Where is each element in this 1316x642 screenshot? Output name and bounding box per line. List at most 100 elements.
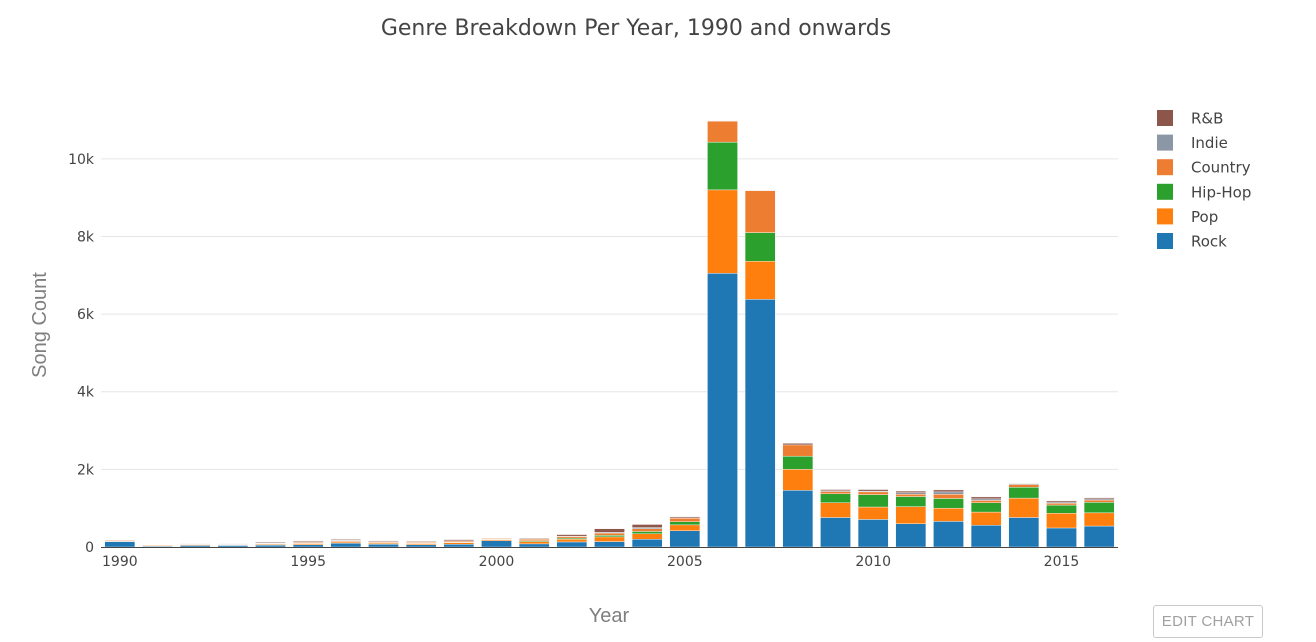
bar-segment[interactable]: [820, 491, 851, 495]
bar-segment[interactable]: [518, 537, 550, 540]
bar-segment[interactable]: [669, 521, 701, 526]
bar-segment[interactable]: [970, 525, 1002, 548]
bar-segment[interactable]: [405, 544, 437, 548]
bar-segment[interactable]: [631, 533, 663, 540]
bar-segment[interactable]: [1046, 502, 1077, 506]
bar-segment[interactable]: [895, 494, 927, 497]
bar-segment[interactable]: [518, 541, 550, 545]
bar-segment[interactable]: [707, 120, 738, 143]
legend-item[interactable]: Pop: [1157, 208, 1218, 226]
bar-segment[interactable]: [895, 506, 927, 524]
bar-segment[interactable]: [594, 528, 625, 533]
bar-segment[interactable]: [518, 543, 550, 548]
bar-segment[interactable]: [970, 511, 1002, 526]
bar-segment[interactable]: [1046, 504, 1077, 514]
bar-segment[interactable]: [707, 189, 738, 274]
bar-segment[interactable]: [255, 544, 286, 548]
legend-item[interactable]: Hip-Hop: [1157, 183, 1251, 201]
bar-segment[interactable]: [1083, 499, 1115, 503]
bar-segment[interactable]: [594, 541, 625, 548]
bar-segment[interactable]: [669, 530, 701, 548]
bar-segment[interactable]: [782, 469, 814, 491]
bar-segment[interactable]: [1083, 497, 1115, 500]
bar-segment[interactable]: [556, 539, 588, 543]
bar-segment[interactable]: [669, 518, 701, 522]
bar-segment[interactable]: [179, 545, 211, 548]
bar-segment[interactable]: [933, 507, 964, 522]
bar-segment[interactable]: [857, 489, 889, 492]
bar-segment[interactable]: [782, 490, 814, 548]
bar-segment[interactable]: [970, 498, 1002, 501]
bar-segment[interactable]: [707, 273, 738, 548]
bar-segment[interactable]: [669, 524, 701, 531]
bar-segment[interactable]: [368, 544, 399, 548]
bar-segment[interactable]: [857, 494, 889, 508]
bar-segment[interactable]: [933, 491, 964, 495]
legend-item[interactable]: Rock: [1157, 233, 1227, 251]
bar-segment[interactable]: [782, 443, 814, 446]
bar-segment[interactable]: [820, 489, 851, 491]
bar-segment[interactable]: [631, 539, 663, 548]
bar-segment[interactable]: [330, 542, 362, 548]
bar-segment[interactable]: [217, 545, 249, 548]
bar-segment[interactable]: [820, 517, 851, 548]
bar-segment[interactable]: [933, 498, 964, 509]
bar-segment[interactable]: [669, 516, 701, 519]
bar-segment[interactable]: [707, 141, 738, 191]
bar-segment[interactable]: [292, 540, 324, 542]
bar-segment[interactable]: [744, 232, 776, 262]
bar-segment[interactable]: [895, 492, 927, 495]
bar-segment[interactable]: [631, 531, 663, 535]
bar-segment[interactable]: [1083, 502, 1115, 514]
bar-segment[interactable]: [895, 496, 927, 507]
bar-segment[interactable]: [1008, 517, 1040, 548]
legend-item[interactable]: Indie: [1157, 134, 1228, 152]
bar-segment[interactable]: [481, 540, 512, 548]
bar-segment[interactable]: [782, 455, 814, 470]
bar-segment[interactable]: [443, 539, 475, 541]
bars[interactable]: [104, 120, 1115, 548]
bar-segment[interactable]: [744, 190, 776, 233]
bar-segment[interactable]: [857, 506, 889, 520]
bar-segment[interactable]: [518, 539, 550, 541]
bar-segment[interactable]: [1008, 484, 1040, 488]
bar-segment[interactable]: [1008, 487, 1040, 499]
bar-segment[interactable]: [895, 490, 927, 493]
legend-item[interactable]: Country: [1157, 159, 1251, 177]
bar-segment[interactable]: [1008, 497, 1040, 518]
bar-segment[interactable]: [104, 541, 136, 548]
legend[interactable]: R&B Indie Country Hip-Hop Pop Rock: [1157, 110, 1251, 251]
bar-segment[interactable]: [330, 539, 362, 541]
bar-segment[interactable]: [1083, 525, 1115, 548]
bar-segment[interactable]: [594, 532, 625, 536]
bar-segment[interactable]: [933, 521, 964, 548]
bar-segment[interactable]: [744, 261, 776, 300]
bar-segment[interactable]: [405, 540, 437, 543]
bar-segment[interactable]: [1046, 500, 1077, 503]
bar-segment[interactable]: [443, 542, 475, 545]
edit-chart-button[interactable]: EDIT CHART: [1153, 605, 1263, 638]
bar-segment[interactable]: [744, 299, 776, 548]
bar-segment[interactable]: [782, 444, 814, 457]
bar-segment[interactable]: [292, 544, 324, 548]
bar-segment[interactable]: [820, 502, 851, 518]
bar-segment[interactable]: [970, 502, 1002, 513]
bar-segment[interactable]: [933, 489, 964, 493]
legend-item[interactable]: R&B: [1157, 110, 1223, 128]
bar-segment[interactable]: [368, 540, 399, 542]
bar-segment[interactable]: [556, 536, 588, 539]
bar-segment[interactable]: [820, 493, 851, 503]
bar-segment[interactable]: [1046, 527, 1077, 548]
bar-segment[interactable]: [631, 528, 663, 532]
bar-segment[interactable]: [631, 524, 663, 528]
bar-segment[interactable]: [895, 523, 927, 548]
bar-segment[interactable]: [1046, 513, 1077, 529]
bar-segment[interactable]: [594, 536, 625, 542]
bar-segment[interactable]: [255, 542, 286, 544]
bar-segment[interactable]: [1083, 512, 1115, 527]
bar-segment[interactable]: [556, 534, 588, 537]
bar-segment[interactable]: [970, 500, 1002, 503]
bar-segment[interactable]: [594, 535, 625, 538]
bar-segment[interactable]: [556, 541, 588, 548]
bar-segment[interactable]: [970, 496, 1002, 500]
